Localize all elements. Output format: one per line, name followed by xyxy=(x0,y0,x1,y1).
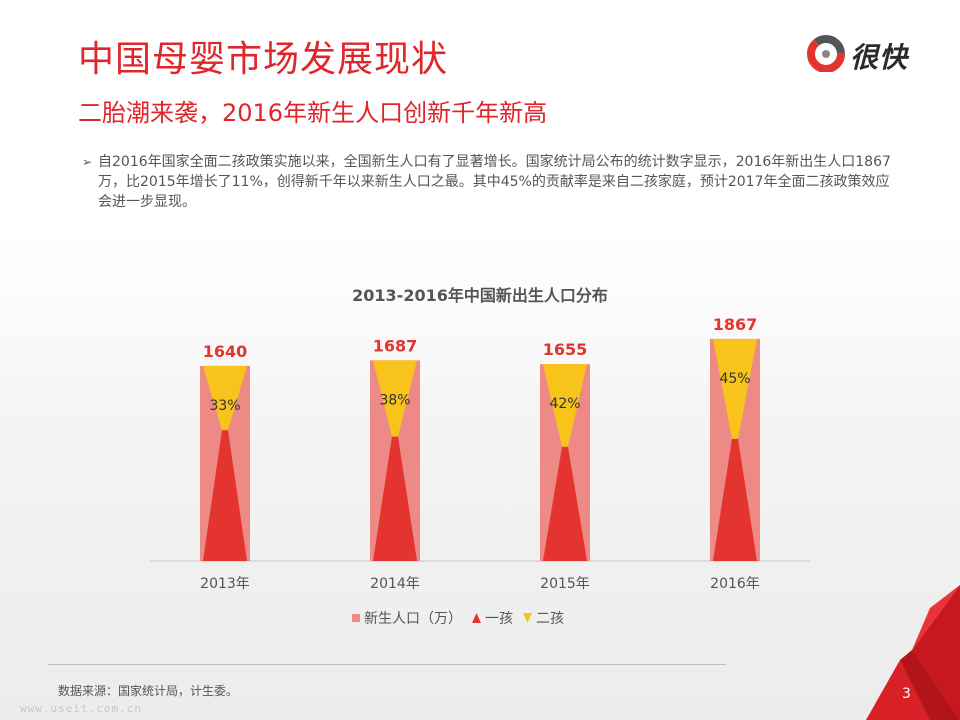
legend-swatch-second-child xyxy=(523,613,532,623)
bullet-arrow-icon: ➢ xyxy=(82,155,93,169)
data-label-percent-0: 33% xyxy=(209,398,240,414)
data-label-percent-3: 45% xyxy=(719,371,750,387)
bullet-paragraph: ➢ 自2016年国家全面二孩政策实施以来，全国新生人口有了显著增长。国家统计局公… xyxy=(82,152,902,212)
data-label-percent-2: 42% xyxy=(549,396,580,412)
watermark-text: www.useit.com.cn xyxy=(20,702,142,715)
page-title: 中国母婴市场发展现状 xyxy=(78,39,449,80)
bar-second-child-1 xyxy=(373,360,417,437)
logo-text: 很快 xyxy=(850,41,909,74)
x-tick-label-0: 2013年 xyxy=(200,576,250,592)
legend-label-first-child: 一孩 xyxy=(485,611,513,627)
legend-label-second-child: 二孩 xyxy=(536,611,564,627)
bullet-text: 自2016年国家全面二孩政策实施以来，全国新生人口有了显著增长。国家统计局公布的… xyxy=(98,154,891,210)
footer-divider xyxy=(48,664,726,665)
legend-item-first-child: 一孩 xyxy=(472,608,513,628)
bar-second-child-0 xyxy=(203,365,247,431)
bar-first-child-2 xyxy=(543,446,587,561)
data-label-percent-1: 38% xyxy=(379,392,410,408)
bar-first-child-3 xyxy=(713,438,757,561)
bar-chart: 1640 33% 2013年 1687 38% 2014年 1655 42% 2015年 1867… xyxy=(150,315,810,592)
data-label-total-3: 1867 xyxy=(713,315,758,334)
legend-item-total: 新生人口（万） xyxy=(352,608,462,628)
x-tick-label-2: 2015年 xyxy=(540,576,590,592)
bar-second-child-3 xyxy=(713,338,757,439)
legend-item-second-child: 二孩 xyxy=(523,608,564,628)
data-label-total-1: 1687 xyxy=(373,336,418,355)
bar-second-child-2 xyxy=(543,364,587,447)
chart-legend: 新生人口（万） 一孩 二孩 xyxy=(352,608,574,628)
page-number: 3 xyxy=(902,686,911,702)
chart-title: 2013-2016年中国新出生人口分布 xyxy=(352,286,608,305)
bar-first-child-1 xyxy=(373,436,417,561)
data-source-note: 数据来源：国家统计局，计生委。 xyxy=(58,684,239,698)
legend-swatch-first-child xyxy=(472,613,481,623)
x-tick-label-3: 2016年 xyxy=(710,576,760,592)
x-tick-label-1: 2014年 xyxy=(370,576,420,592)
data-label-total-0: 1640 xyxy=(203,342,248,361)
brand-logo: 很快 xyxy=(806,32,936,76)
bar-first-child-0 xyxy=(203,430,247,561)
data-label-total-2: 1655 xyxy=(543,340,588,359)
legend-label-total: 新生人口（万） xyxy=(364,611,462,627)
legend-swatch-total xyxy=(352,614,360,622)
logo-mark-icon xyxy=(807,35,845,73)
page-subtitle: 二胎潮来袭，2016年新生人口创新千年新高 xyxy=(78,99,548,127)
